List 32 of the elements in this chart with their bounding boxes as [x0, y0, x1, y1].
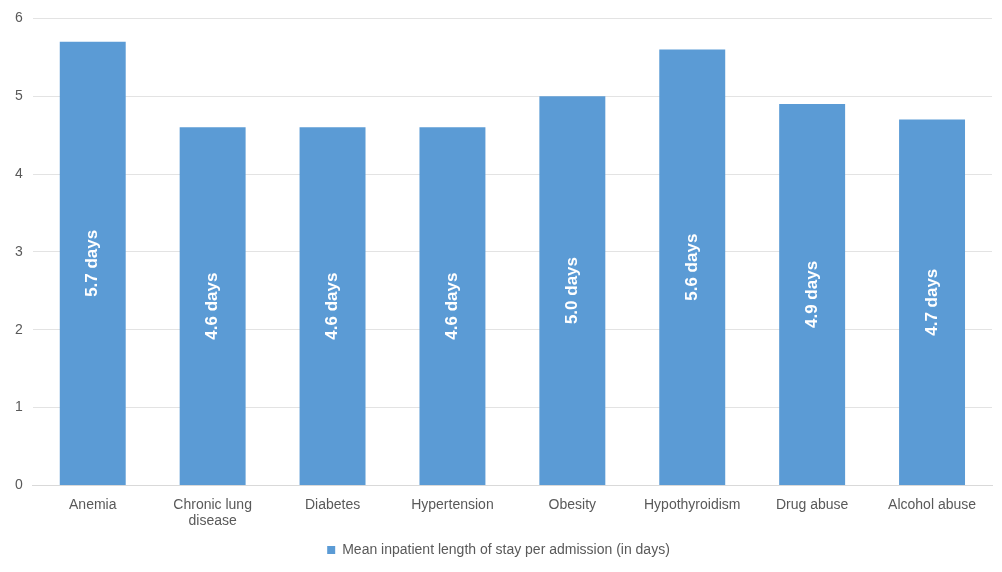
bar: [299, 127, 366, 485]
data-label: 4.6 days: [322, 272, 342, 340]
y-tick-label: 6: [14, 9, 23, 26]
data-label: 4.7 days: [921, 268, 941, 336]
y-tick-label: 2: [14, 320, 23, 337]
y-tick-label: 3: [14, 242, 23, 259]
bar: [59, 41, 126, 485]
x-tick-label: Anemia: [69, 495, 117, 512]
bar: [539, 96, 606, 485]
x-tick-label: Diabetes: [304, 495, 361, 512]
data-label: 5.0 days: [562, 257, 582, 325]
data-label: 4.9 days: [801, 260, 821, 329]
bar: [179, 127, 246, 485]
y-tick-label: 0: [14, 476, 23, 493]
data-label: 5.7 days: [82, 229, 102, 297]
bar: [779, 104, 846, 485]
bar: [899, 119, 966, 485]
data-label: 5.6 days: [681, 233, 701, 301]
y-tick-label: 1: [14, 398, 23, 415]
data-label: 4.6 days: [442, 272, 462, 340]
bar: [659, 49, 726, 485]
x-tick-label: Alcohol abuse: [888, 495, 977, 512]
x-tick-label: Chronic lung disease: [173, 495, 252, 529]
x-tick-label: Drug abuse: [775, 495, 849, 512]
y-tick-label: 4: [14, 164, 23, 181]
y-tick-label: 5: [14, 87, 23, 104]
data-label: 4.6 days: [202, 272, 222, 340]
x-tick-label: Hypothyroidism: [644, 495, 741, 512]
x-tick-label: Hypertension: [411, 495, 494, 512]
bar: [419, 127, 486, 485]
legend-label: Mean inpatient length of stay per admission (in days): [342, 540, 670, 557]
x-tick-label: Obesity: [548, 495, 597, 512]
